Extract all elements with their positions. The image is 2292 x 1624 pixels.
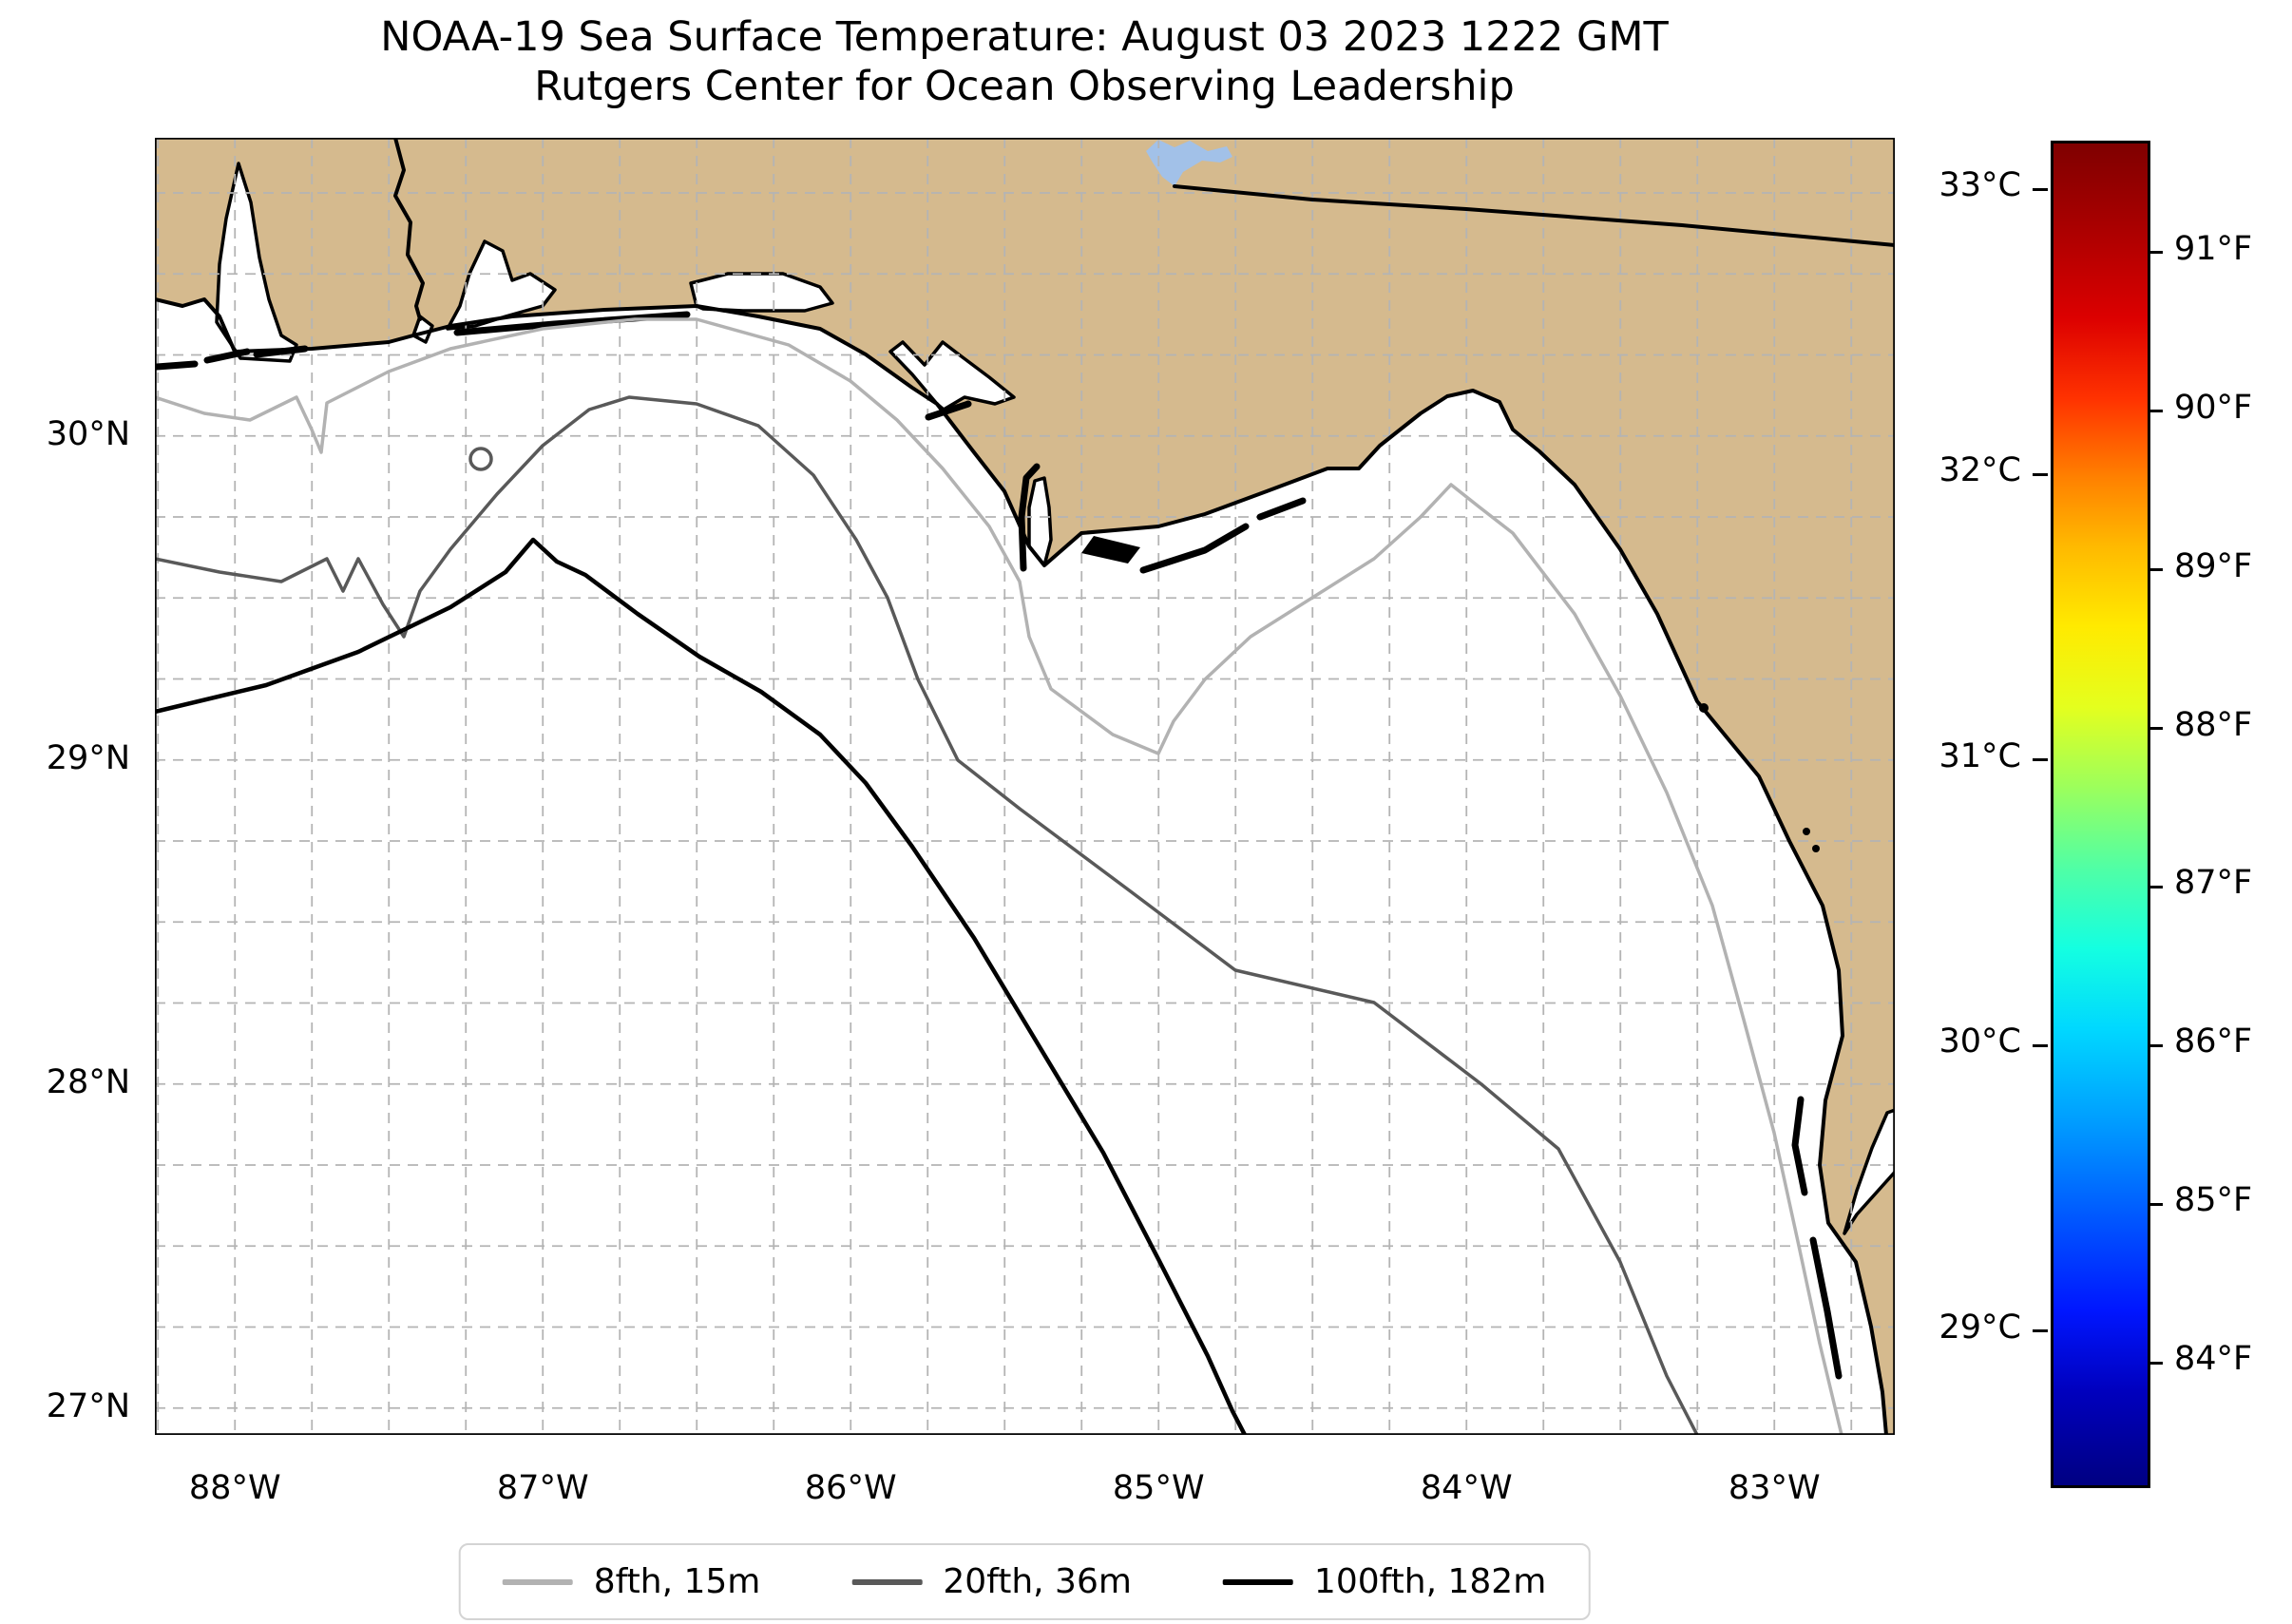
colorbar-label-celsius: 29°C [1939, 1308, 2021, 1347]
legend-item: 8fth, 15m [502, 1562, 761, 1601]
st-joseph-spit [1018, 463, 1041, 572]
contour-100-fathom [155, 537, 1248, 1435]
colorbar-tick [2033, 758, 2048, 762]
colorbar-tick [2148, 1043, 2163, 1047]
pinellas-barrier-islands [1791, 1096, 1808, 1196]
legend-label: 100fth, 182m [1313, 1562, 1547, 1601]
st-vincent-island [1081, 536, 1140, 564]
colorbar-tick [2033, 1043, 2048, 1047]
gulf-of-mexico-water [155, 299, 1886, 1435]
contour-20-fathom-islet [468, 447, 493, 471]
colorbar-tick [2148, 727, 2163, 731]
x-tick-label: 87°W [496, 1469, 589, 1507]
legend-item: 100fth, 182m [1222, 1562, 1547, 1601]
perdido-river-border [393, 138, 425, 321]
figure-title: NOAA-19 Sea Surface Temperature: August … [380, 13, 1669, 61]
x-tick-label: 88°W [188, 1469, 281, 1507]
colorbar-label-fahrenheit: 88°F [2174, 705, 2253, 744]
colorbar-label-fahrenheit: 84°F [2174, 1340, 2253, 1379]
y-tick-label: 29°N [46, 738, 130, 777]
anclote-key [1803, 828, 1810, 835]
x-tick-label: 86°W [804, 1469, 897, 1507]
colorbar-label-celsius: 31°C [1939, 736, 2021, 775]
colorbar-label-celsius: 33°C [1939, 166, 2021, 205]
colorbar-label-fahrenheit: 85°F [2174, 1181, 2253, 1220]
contour-8-fathom [155, 317, 1843, 1435]
legend-label: 20fth, 36m [943, 1562, 1132, 1601]
anclote-key-2 [1812, 845, 1820, 852]
x-tick-label: 83°W [1728, 1469, 1821, 1507]
lake-seminole [1146, 140, 1232, 186]
colorbar-label-fahrenheit: 90°F [2174, 388, 2253, 427]
coastline [155, 297, 1888, 1435]
legend-item: 20fth, 36m [851, 1562, 1132, 1601]
legend-line-sample [502, 1578, 573, 1585]
y-tick-label: 27°N [46, 1386, 130, 1425]
map-plot-area [155, 138, 1895, 1435]
legend-line-sample [851, 1578, 923, 1585]
legend-label: 8fth, 15m [593, 1562, 761, 1601]
colorbar-label-fahrenheit: 91°F [2174, 229, 2253, 268]
petit-bois-island [155, 360, 199, 371]
sarasota-barrier-islands [1809, 1236, 1843, 1380]
colorbar-tick [2148, 251, 2163, 255]
colorbar-tick [2148, 885, 2163, 888]
florida-georgia-border [1173, 184, 1895, 247]
contour-20-fathom [155, 395, 1699, 1435]
colorbar-label-fahrenheit: 86°F [2174, 1022, 2253, 1061]
st-joseph-bay [1027, 476, 1053, 567]
y-tick-label: 30°N [46, 414, 130, 453]
x-tick-label: 84°W [1420, 1469, 1513, 1507]
colorbar-tick [2033, 187, 2048, 191]
figure-subtitle: Rutgers Center for Ocean Observing Leade… [534, 63, 1515, 110]
colorbar-label-fahrenheit: 89°F [2174, 546, 2253, 585]
temperature-colorbar [2051, 141, 2150, 1488]
y-tick-label: 28°N [46, 1062, 130, 1101]
colorbar-tick [2148, 1361, 2163, 1365]
colorbar-label-celsius: 32°C [1939, 451, 2021, 490]
st-george-island [1139, 523, 1250, 574]
shell-island [925, 400, 972, 421]
legend-line-sample [1222, 1578, 1293, 1585]
colorbar-tick [2148, 1202, 2163, 1206]
x-tick-label: 85°W [1112, 1469, 1205, 1507]
tampa-bay [1843, 1108, 1895, 1235]
contour-legend: 8fth, 15m 20fth, 36m 100fth, 182m [458, 1543, 1591, 1620]
colorbar-label-fahrenheit: 87°F [2174, 864, 2253, 903]
colorbar-label-celsius: 30°C [1939, 1022, 2021, 1061]
colorbar-tick [2148, 410, 2163, 413]
colorbar-tick [2148, 568, 2163, 572]
colorbar-tick [2033, 1329, 2048, 1333]
map-svg [155, 138, 1895, 1435]
dog-island [1256, 497, 1307, 521]
mobile-bay [215, 162, 298, 363]
colorbar-tick [2033, 472, 2048, 476]
